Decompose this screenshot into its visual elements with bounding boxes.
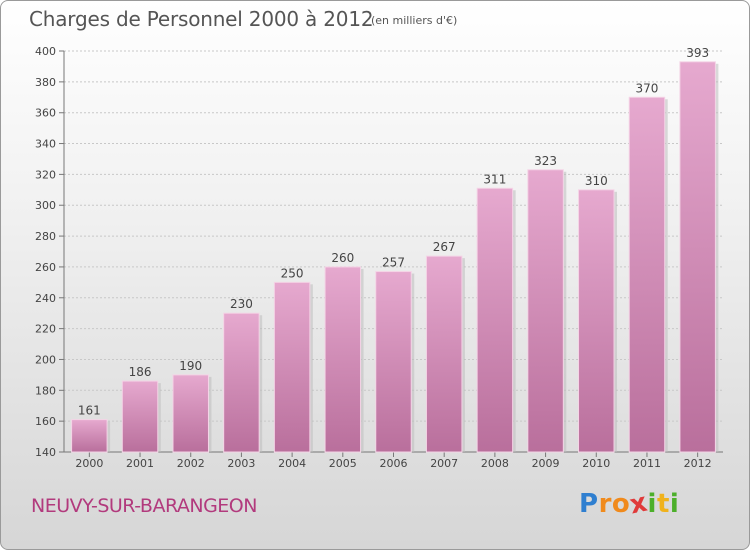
data-label: 186 [129, 365, 152, 379]
logo-letter: i [669, 489, 680, 519]
data-label: 257 [382, 256, 405, 270]
x-tick-label: 2002 [177, 457, 205, 470]
data-label: 161 [78, 404, 101, 418]
logo-letter: r [598, 489, 612, 519]
x-tick-label: 2009 [532, 457, 560, 470]
x-tick-label: 2010 [582, 457, 610, 470]
x-tick-label: 2008 [481, 457, 509, 470]
bar [628, 96, 666, 453]
bar [679, 61, 716, 453]
x-tick-label: 2003 [227, 457, 255, 470]
y-tick-label: 280 [35, 230, 56, 243]
logo-letter: t [656, 489, 670, 519]
bar [527, 169, 564, 453]
logo-letter: P [579, 489, 599, 519]
x-tick-label: 2000 [75, 457, 103, 470]
y-tick-label: 200 [35, 353, 56, 366]
data-label: 393 [686, 46, 709, 60]
logo-letter: o [611, 489, 631, 519]
y-tick-label: 400 [35, 45, 56, 58]
bar [223, 312, 260, 453]
data-label: 267 [433, 240, 456, 254]
bar [375, 271, 412, 453]
x-tick-label: 2004 [278, 457, 306, 470]
data-labels: 161 186 190 230 250 260 257 267 311 323 310 370 393 [78, 46, 709, 418]
chart-subtitle: (en milliers d'€) [371, 14, 458, 27]
y-tick-label: 160 [35, 415, 56, 428]
data-label: 230 [230, 297, 253, 311]
bar [273, 281, 311, 453]
y-tick-label: 320 [35, 168, 56, 181]
data-label: 190 [179, 359, 202, 373]
y-tick-label: 300 [35, 199, 56, 212]
bar [476, 187, 514, 453]
y-tick-label: 180 [35, 384, 56, 397]
x-tick-label: 2005 [329, 457, 357, 470]
data-label: 370 [636, 81, 659, 95]
bar [71, 419, 108, 453]
x-tick-label: 2001 [126, 457, 154, 470]
axes: 140 160 180 200 220 240 260 280 300 320 340 360 380 4… [35, 45, 723, 470]
y-tick-label: 340 [35, 138, 56, 151]
x-tick-label: 2011 [633, 457, 661, 470]
bar [578, 189, 615, 453]
data-label: 250 [281, 266, 304, 280]
x-tick-label: 2006 [380, 457, 408, 470]
y-tick-label: 220 [35, 323, 56, 336]
bar [172, 374, 209, 453]
y-tick-label: 380 [35, 76, 56, 89]
chart-title: Charges de Personnel 2000 à 2012 [29, 7, 374, 31]
x-tick-label: 2007 [430, 457, 458, 470]
y-tick-label: 140 [35, 446, 56, 459]
data-label: 260 [331, 251, 354, 265]
bar [121, 380, 159, 453]
y-tick-label: 240 [35, 292, 56, 305]
town-name: NEUVY-SUR-BARANGEON [31, 495, 257, 517]
x-tick-label: 2012 [684, 457, 712, 470]
logo-letter: i [647, 489, 657, 519]
bar [324, 266, 362, 453]
y-tick-label: 360 [35, 107, 56, 120]
proxiti-logo[interactable]: Proxiti [579, 488, 680, 521]
data-label: 323 [534, 154, 557, 168]
bars [71, 61, 719, 453]
y-tick-label: 260 [35, 261, 56, 274]
data-label: 310 [585, 174, 608, 188]
bar [425, 255, 463, 453]
data-label: 311 [483, 172, 506, 186]
